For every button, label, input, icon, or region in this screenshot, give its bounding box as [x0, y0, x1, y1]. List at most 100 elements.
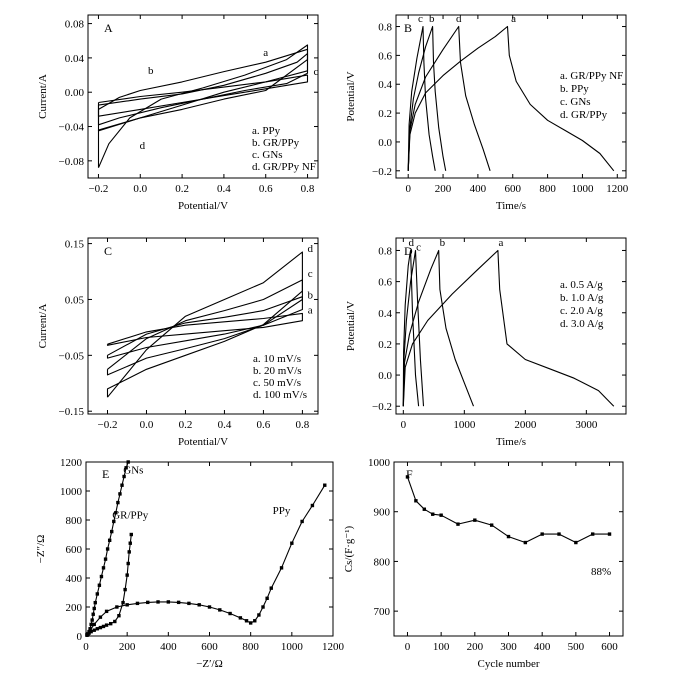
data-point	[87, 631, 91, 635]
panel-letter: C	[104, 244, 112, 258]
data-point	[118, 492, 122, 496]
x-tick-label: 1200	[322, 641, 345, 653]
y-tick-label: 0.4	[378, 79, 392, 91]
y-tick-label: 0.8	[378, 22, 392, 34]
data-point	[112, 519, 116, 524]
x-tick-label: −0.2	[98, 419, 118, 431]
data-point	[99, 574, 104, 579]
y-tick-label: 900	[374, 507, 391, 519]
series-line-b	[106, 296, 303, 359]
data-point	[473, 518, 477, 522]
data-point	[156, 600, 160, 604]
y-tick-label: 1200	[60, 457, 83, 469]
x-tick-label: 0	[405, 641, 411, 653]
data-point	[244, 619, 249, 623]
curve-label: c	[418, 13, 423, 25]
data-point	[540, 532, 544, 536]
x-tick-label: 0.4	[217, 183, 231, 195]
legend-entry: d. 100 mV/s	[253, 389, 307, 401]
x-tick-label: 1000	[453, 419, 476, 431]
panel-a: −0.2 0.0 0.2 0.4 0.6 0.8 −0.08 −0.04 0.00 0.04 0.0…	[37, 14, 319, 212]
legend-entry: a. 0.5 A/g	[560, 279, 603, 291]
data-point	[95, 627, 100, 631]
y-tick-label: 0.2	[378, 339, 392, 351]
data-point	[104, 623, 109, 627]
x-tick-label: 0	[83, 641, 89, 653]
y-axis-label: −Z″/Ω	[35, 535, 47, 564]
x-tick-label: 0.6	[259, 183, 273, 195]
y-tick-label: 0.6	[378, 277, 392, 289]
series-line-c	[402, 249, 425, 407]
data-point	[228, 611, 232, 616]
curve-label: c	[416, 241, 421, 253]
plot-frame	[85, 461, 334, 637]
curve-label: GNs	[123, 465, 143, 477]
data-point	[117, 614, 121, 618]
legend-entry: b. 1.0 A/g	[560, 292, 604, 304]
y-tick-label: 0.04	[65, 53, 85, 65]
data-point	[125, 573, 129, 577]
data-point	[431, 512, 435, 516]
data-point	[85, 632, 89, 637]
series-line-c	[407, 25, 436, 171]
x-tick-label: 400	[534, 641, 551, 653]
data-point	[107, 538, 112, 542]
data-point	[121, 600, 125, 605]
x-tick-label: 800	[539, 183, 556, 195]
data-point	[135, 601, 140, 606]
x-tick-label: 0	[405, 183, 411, 195]
y-tick-label: −0.05	[59, 350, 85, 362]
curve-label: c	[308, 268, 313, 280]
series-line-b	[407, 25, 447, 171]
curve-label: b	[440, 237, 446, 249]
curve-label: d	[409, 237, 415, 249]
curve-label: d	[307, 243, 313, 255]
x-tick-label: −0.2	[88, 183, 108, 195]
y-axis-label: Potential/V	[345, 71, 357, 121]
y-axis-label: Cs/(F·g⁻¹)	[343, 525, 355, 572]
data-point	[114, 511, 118, 515]
x-axis-label: Potential/V	[178, 436, 228, 448]
data-point	[127, 550, 131, 554]
y-tick-label: 0.6	[378, 50, 392, 62]
data-point	[300, 519, 304, 524]
y-tick-label: 0.4	[378, 308, 392, 320]
curve-label: d	[456, 13, 462, 25]
legend-entry: b. GR/PPy	[252, 137, 300, 149]
series-line-cs	[406, 476, 610, 544]
data-point	[123, 587, 127, 592]
data-point	[115, 605, 119, 609]
curve-label: d	[140, 140, 146, 152]
legend-entry: c. 2.0 A/g	[560, 305, 603, 317]
y-tick-label: 700	[374, 606, 391, 618]
data-point	[113, 619, 117, 624]
legend-entry: a. 10 mV/s	[253, 353, 301, 365]
data-point	[129, 532, 133, 537]
series-line-c	[106, 279, 303, 376]
x-tick-label: 0.2	[175, 183, 189, 195]
legend-entry: a. GR/PPy NF	[560, 70, 623, 82]
x-tick-label: 200	[467, 641, 484, 653]
x-axis-label: −Z′/Ω	[196, 658, 223, 670]
series-line-b	[402, 249, 475, 407]
data-point	[506, 534, 511, 539]
legend-entry: a. PPy	[252, 125, 281, 137]
data-point	[146, 600, 150, 605]
y-tick-label: 1000	[368, 457, 391, 469]
x-tick-label: 1000	[281, 641, 304, 653]
y-tick-label: 0.0	[378, 137, 392, 149]
y-tick-label: 0.05	[65, 294, 85, 306]
y-tick-label: 800	[374, 556, 391, 568]
data-point	[218, 608, 222, 612]
data-point	[92, 622, 96, 627]
data-point	[101, 566, 106, 570]
data-point	[103, 557, 108, 561]
curve-label: a	[263, 47, 268, 59]
panel-b: 0 200 400 600 800 1000 1200 −0.2 0.0 0.2 0.4 0.6 0.8…	[345, 13, 629, 212]
data-point	[120, 483, 124, 487]
data-point	[574, 540, 578, 545]
plot-frame	[87, 237, 319, 415]
data-point	[98, 615, 103, 619]
x-tick-label: 0.4	[218, 419, 232, 431]
legend-entry: b. PPy	[560, 83, 589, 95]
